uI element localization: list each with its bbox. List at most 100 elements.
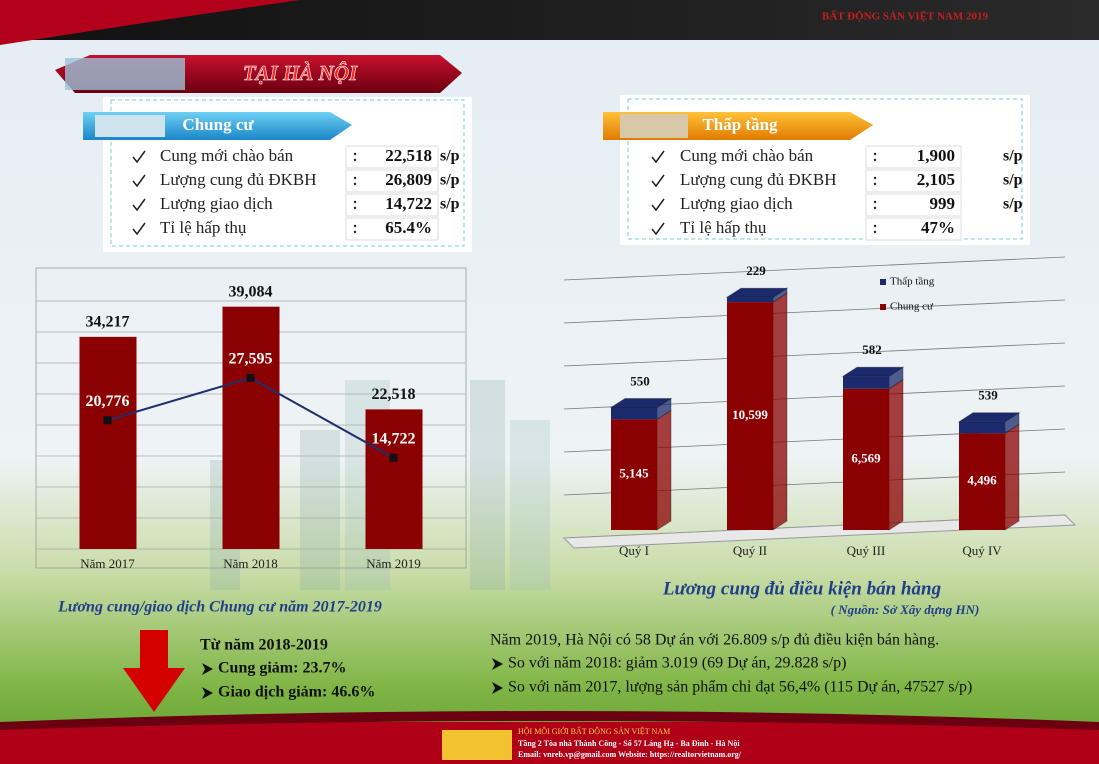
row-label: Lượng giao dịch	[680, 194, 793, 213]
bar	[727, 297, 773, 303]
x-tick-label: Năm 2018	[223, 556, 278, 571]
grid-line	[563, 342, 1066, 367]
bar-top	[609, 398, 673, 409]
legend-label: Thấp tầng	[890, 276, 935, 288]
bar-value-label: 22,518	[372, 386, 416, 403]
bar-value-label: 39,084	[229, 283, 273, 300]
chart2-title: Lương cung đủ điều kiện bán hàng	[662, 578, 941, 599]
bullet	[492, 682, 503, 694]
colon	[353, 200, 357, 204]
colon	[873, 224, 877, 228]
row-label: Lượng giao dịch	[160, 194, 273, 213]
colon	[353, 206, 357, 210]
row-value: 1,900	[917, 146, 955, 165]
row-label: Lượng cung đủ ĐKBH	[160, 170, 317, 189]
row-unit: s/p	[1003, 172, 1023, 189]
bar	[365, 409, 423, 549]
value-box	[345, 193, 439, 217]
bar	[843, 388, 889, 530]
line-marker	[246, 373, 255, 382]
value-box	[865, 145, 962, 169]
bar-top	[957, 412, 1021, 423]
value-box	[865, 193, 962, 217]
bar-side	[1004, 423, 1020, 531]
row-unit: s/p	[440, 196, 460, 213]
bar	[611, 419, 657, 530]
down-arrow	[123, 630, 185, 712]
bar	[959, 433, 1005, 530]
row-value: 47%	[921, 218, 955, 237]
bar-value-label: 582	[862, 342, 882, 357]
bar-side	[888, 378, 904, 531]
bar	[959, 421, 1005, 434]
bar	[611, 407, 657, 420]
bar-top	[841, 366, 905, 377]
bar-value-label: 5,145	[619, 466, 649, 481]
check	[132, 174, 146, 188]
line-marker	[103, 416, 112, 425]
value-box	[345, 217, 439, 241]
bar	[843, 376, 889, 389]
bar-top	[725, 287, 789, 298]
row-value: 26,809	[385, 170, 432, 189]
colon	[873, 182, 877, 186]
footer-contact: Email: vnreb.vp@gmail.com Website: https…	[518, 750, 742, 759]
colon	[353, 230, 357, 234]
colon	[873, 206, 877, 210]
row-label: Lượng cung đủ ĐKBH	[680, 170, 837, 189]
value-box	[865, 217, 962, 241]
legend-label: Chung cư	[890, 301, 934, 313]
footer-address: Tầng 2 Tòa nhà Thành Công - Số 57 Láng H…	[518, 739, 740, 748]
row-value: 22,518	[385, 146, 432, 165]
grid-line	[563, 299, 1066, 324]
x-tick-label: Quý IV	[962, 543, 1002, 558]
bar-value-label: 4,496	[967, 473, 997, 488]
bar-side	[656, 409, 672, 531]
legend-swatch	[880, 304, 886, 310]
bar-value-label: 550	[630, 374, 650, 389]
summary-right-text: Năm 2019, Hà Nội có 58 Dự án với 26.809 …	[490, 632, 939, 649]
summary-right-item: So với năm 2018: giảm 3.019 (69 Dự án, 2…	[508, 655, 846, 672]
row-label: Tỉ lệ hấp thụ	[160, 218, 247, 237]
check	[132, 198, 146, 212]
row-label: Tỉ lệ hấp thụ	[680, 218, 767, 237]
top-swoosh	[0, 0, 300, 45]
row-unit: s/p	[440, 148, 460, 165]
chart1-frame	[35, 267, 467, 569]
townhouse-title: Thấp tầng	[702, 115, 778, 134]
apartment-icon	[95, 115, 165, 137]
townhouse-icon	[620, 114, 688, 138]
colon	[353, 152, 357, 156]
row-value: 14,722	[385, 194, 432, 213]
colon	[353, 176, 357, 180]
x-tick-label: Quý I	[619, 543, 649, 558]
bar	[79, 336, 137, 549]
apartment-border	[110, 99, 465, 247]
check	[651, 150, 665, 164]
line-value-label: 27,595	[229, 351, 273, 368]
bar-value-label: 34,217	[86, 314, 130, 331]
check	[132, 222, 146, 236]
summary-left-title: Từ năm 2018-2019	[200, 637, 328, 654]
bar-value-label: 539	[978, 388, 998, 403]
bar-value-label: 229	[746, 263, 766, 278]
chart1-title: Lương cung/giao dịch Chung cư năm 2017-2…	[57, 599, 382, 616]
bar-value-label: 10,599	[732, 407, 768, 422]
chart2-subtitle: ( Nguồn: Sở Xây dựng HN)	[831, 602, 980, 617]
apartment-title: Chung cư	[182, 115, 254, 134]
colon	[873, 158, 877, 162]
value-box	[865, 169, 962, 193]
section-image	[65, 58, 185, 90]
x-tick-label: Quý II	[733, 543, 767, 558]
x-tick-label: Quý III	[847, 543, 886, 558]
check	[651, 222, 665, 236]
check	[651, 198, 665, 212]
check	[132, 150, 146, 164]
x-tick-label: Năm 2019	[366, 556, 421, 571]
bar	[727, 302, 773, 530]
value-box	[345, 145, 439, 169]
grid-line	[563, 256, 1066, 281]
section-title: TẠI HÀ NỘI	[243, 61, 358, 85]
row-value: 2,105	[917, 170, 955, 189]
